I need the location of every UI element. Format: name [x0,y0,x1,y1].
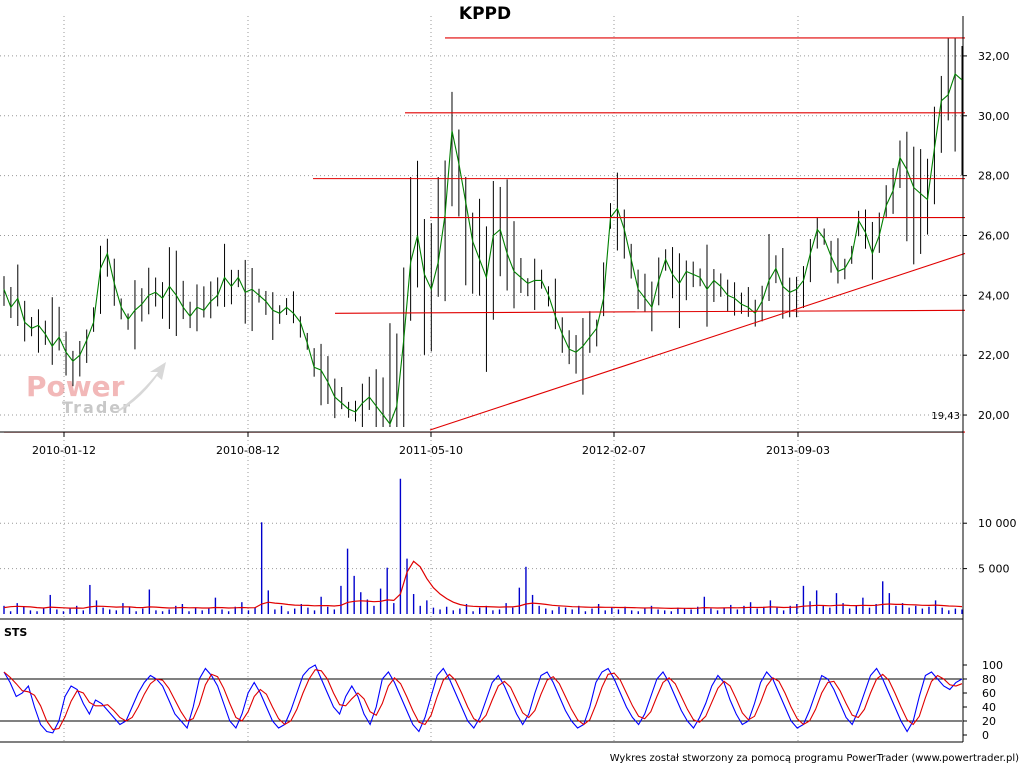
sts-tick-label: 0 [982,729,989,742]
date-tick-label: 2011-05-10 [399,444,463,457]
powertrader-logo: Power Trader [26,362,166,417]
volume-axis-ticks: 10 000 5 000 [963,517,1017,576]
date-tick-label: 2012-02-07 [582,444,646,457]
logo-power-text: Power [26,370,125,403]
sts-tick-label: 80 [982,673,996,686]
price-axis-ticks: 32,00 30,00 28,00 26,00 24,00 22,00 20,00 [962,16,1010,742]
sts-d-line [3,669,963,731]
volume-panel: 10 000 5 000 [0,478,1017,620]
price-bars [3,37,963,428]
date-axis-ticks: 2010-01-12 2010-08-12 2011-05-10 2012-02-07… [32,432,830,457]
price-tick-label: 24,00 [978,289,1010,302]
sts-tick-label: 100 [982,659,1003,672]
signal-line [429,252,966,431]
sts-tick-label: 20 [982,715,996,728]
sts-panel-label: STS [4,626,27,639]
date-tick-label: 2010-01-12 [32,444,96,457]
footer-credit: Wykres został stworzony za pomocą progra… [610,753,1019,764]
volume-tick-label: 5 000 [978,563,1010,576]
date-tick-label: 2013-09-03 [766,444,830,457]
logo-swoosh-icon [118,362,166,412]
price-tick-label: 28,00 [978,170,1010,183]
date-tick-label: 2010-08-12 [216,444,280,457]
sts-tick-label: 60 [982,687,996,700]
price-tick-label: 30,00 [978,110,1010,123]
price-tick-label: 26,00 [978,229,1010,242]
price-tick-label: 20,00 [978,409,1010,422]
volume-grid [0,522,962,570]
sts-tick-label: 40 [982,701,996,714]
close-price-line [3,72,963,426]
volume-bars [3,478,963,614]
price-tick-label: 22,00 [978,349,1010,362]
sts-k-line [3,664,963,734]
volume-tick-label: 10 000 [978,517,1017,530]
price-grid [0,16,962,742]
volume-moving-average-line [3,560,963,610]
min-price-marker: 19,43 [931,411,960,422]
logo-trader-text: Trader [62,398,132,417]
signal-line [334,309,966,314]
chart-title: KPPD [459,4,511,24]
price-tick-label: 32,00 [978,50,1010,63]
